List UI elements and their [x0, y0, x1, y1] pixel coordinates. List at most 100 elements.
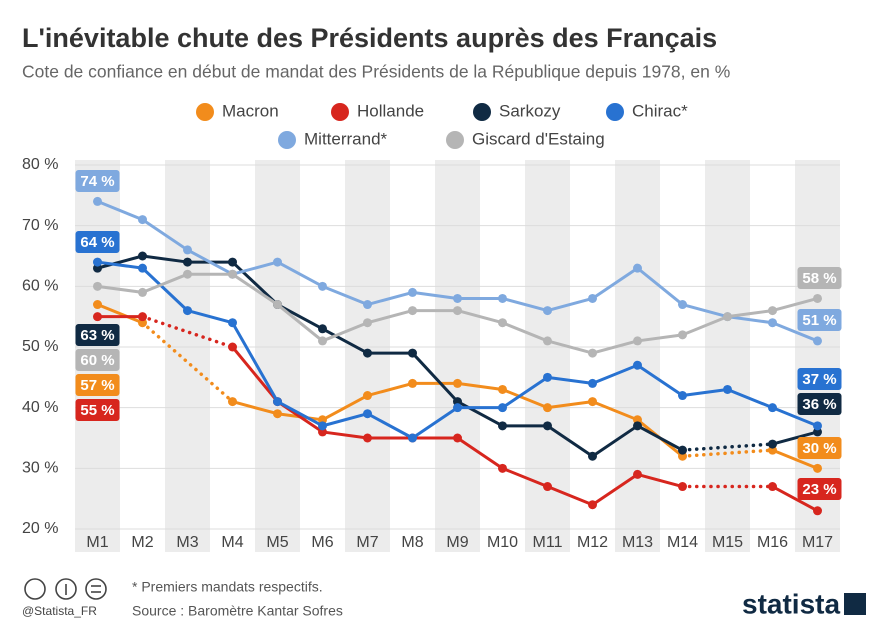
- x-tick-label: M6: [311, 534, 333, 551]
- value-label-box: [75, 170, 120, 192]
- x-tick-label: M17: [802, 534, 833, 551]
- data-point: [588, 293, 597, 303]
- data-point: [768, 318, 777, 328]
- gap-connector: [140, 314, 235, 349]
- column-stripe: [255, 160, 300, 552]
- data-point: [363, 300, 372, 310]
- data-point: [768, 306, 777, 316]
- legend-swatch: [606, 103, 624, 121]
- data-point: [678, 445, 687, 455]
- data-point: [93, 300, 102, 310]
- x-tick-label: M14: [667, 534, 698, 551]
- source: Source : Baromètre Kantar Sofres: [132, 603, 343, 619]
- value-label-box: [75, 231, 120, 253]
- brand: statista: [742, 588, 840, 619]
- data-point: [318, 336, 327, 346]
- data-point: [453, 403, 462, 413]
- value-label: 63 %: [80, 327, 114, 344]
- x-tick-label: M9: [446, 534, 468, 551]
- x-tick-label: M8: [401, 534, 423, 551]
- data-point: [768, 439, 777, 449]
- data-point: [228, 397, 237, 407]
- brand-icon: [844, 593, 866, 615]
- value-label: 36 %: [802, 396, 836, 413]
- data-point: [498, 293, 507, 303]
- data-point: [408, 348, 417, 358]
- x-tick-label: M12: [577, 534, 608, 551]
- data-point: [588, 397, 597, 407]
- data-point: [183, 257, 192, 267]
- plot-background: [75, 160, 840, 552]
- data-point: [633, 421, 642, 431]
- column-stripe: [705, 160, 750, 552]
- x-tick-label: M16: [757, 534, 788, 551]
- data-point: [318, 281, 327, 291]
- x-tick-label: M13: [622, 534, 653, 551]
- legend-label: Hollande: [357, 101, 424, 120]
- data-point: [453, 293, 462, 303]
- data-point: [363, 433, 372, 443]
- x-tick-label: M4: [221, 534, 243, 551]
- data-point: [678, 391, 687, 401]
- value-label-box: [797, 437, 842, 459]
- data-point: [408, 378, 417, 388]
- chart-title: L'inévitable chute des Présidents auprès…: [22, 23, 717, 53]
- x-tick-label: M11: [533, 534, 563, 551]
- value-label-box: [797, 309, 842, 331]
- data-point: [318, 324, 327, 334]
- value-label: 51 %: [802, 312, 836, 329]
- value-label: 57 %: [80, 377, 114, 394]
- data-point: [228, 342, 237, 352]
- value-label-box: [797, 267, 842, 289]
- legend-swatch: [446, 131, 464, 149]
- data-point: [228, 257, 237, 267]
- y-tick-label: 50 %: [22, 338, 58, 355]
- data-point: [588, 348, 597, 358]
- data-point: [93, 257, 102, 267]
- value-label-box: [75, 399, 120, 421]
- x-tick-label: M2: [131, 534, 153, 551]
- data-point: [498, 463, 507, 473]
- legend-swatch: [331, 103, 349, 121]
- data-point: [93, 281, 102, 291]
- column-stripe: [165, 160, 210, 552]
- data-point: [723, 312, 732, 322]
- data-point: [93, 196, 102, 206]
- data-point: [543, 306, 552, 316]
- data-point: [768, 482, 777, 492]
- legend-label: Mitterrand*: [304, 129, 388, 148]
- x-tick-label: M10: [487, 534, 518, 551]
- data-point: [498, 403, 507, 413]
- x-tick-label: M1: [86, 534, 108, 551]
- data-point: [498, 384, 507, 394]
- data-point: [813, 293, 822, 303]
- data-point: [633, 469, 642, 479]
- data-point: [588, 451, 597, 461]
- data-point: [543, 421, 552, 431]
- value-label-box: [75, 374, 120, 396]
- value-label: 30 %: [802, 440, 836, 457]
- data-point: [183, 269, 192, 279]
- data-point: [813, 506, 822, 516]
- data-point: [183, 306, 192, 316]
- value-label-box: [797, 368, 842, 390]
- data-point: [183, 245, 192, 255]
- value-label-box: [797, 478, 842, 500]
- gap-connector: [680, 442, 775, 452]
- value-label: 55 %: [80, 402, 114, 419]
- value-label-box: [797, 393, 842, 415]
- data-point: [228, 269, 237, 279]
- legend-label: Macron: [222, 101, 279, 120]
- data-point: [363, 348, 372, 358]
- data-point: [138, 287, 147, 297]
- data-point: [138, 312, 147, 322]
- y-tick-label: 60 %: [22, 278, 58, 295]
- legend-swatch: [196, 103, 214, 121]
- data-point: [363, 318, 372, 328]
- data-point: [408, 306, 417, 316]
- data-point: [588, 378, 597, 388]
- y-tick-label: 80 %: [22, 156, 58, 173]
- data-point: [588, 500, 597, 510]
- data-point: [453, 378, 462, 388]
